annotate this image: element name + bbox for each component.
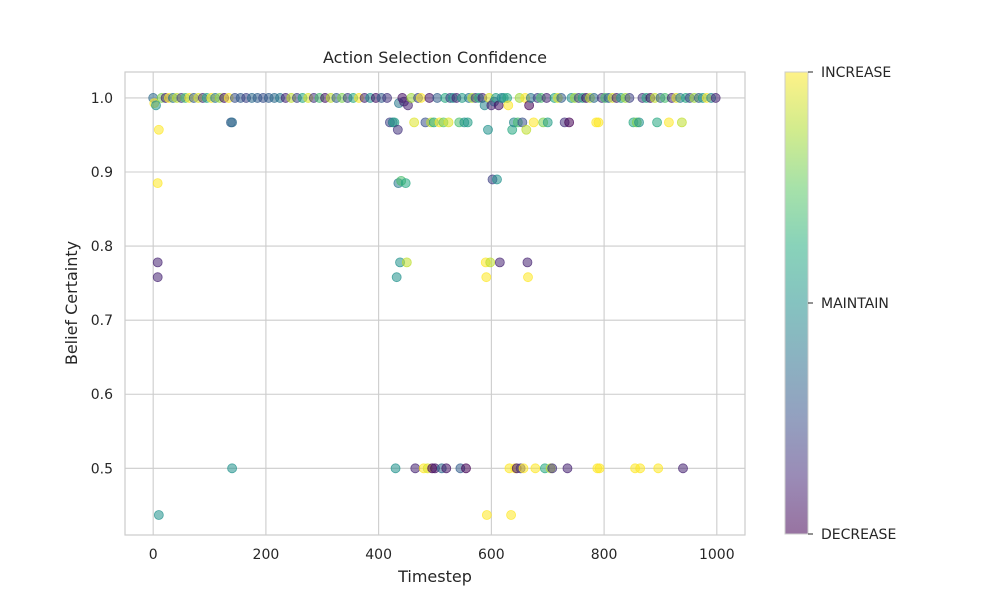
data-point — [634, 117, 644, 128]
data-point — [409, 117, 420, 128]
y-tick-label: 0.6 — [91, 387, 113, 403]
data-point — [518, 463, 529, 474]
data-point — [676, 117, 687, 128]
colorbar-tick-label: MAINTAIN — [821, 296, 889, 312]
grid-lines — [125, 72, 745, 535]
data-point — [461, 463, 471, 474]
colorbar-tick-label: INCREASE — [821, 65, 891, 81]
data-point — [522, 257, 533, 268]
x-tick-label: 800 — [591, 547, 618, 563]
data-point — [481, 272, 492, 283]
data-point — [664, 117, 674, 128]
data-point — [517, 117, 528, 128]
x-tick-label: 400 — [365, 547, 392, 563]
data-point — [410, 463, 421, 474]
data-point — [401, 257, 412, 268]
chart-title: Action Selection Confidence — [323, 48, 547, 67]
data-point — [382, 93, 392, 103]
data-point — [443, 117, 454, 128]
data-point — [152, 272, 163, 283]
x-tick-label: 600 — [478, 547, 505, 563]
data-point — [653, 463, 664, 474]
data-point — [593, 117, 604, 128]
y-tick-label: 1.0 — [91, 91, 113, 107]
x-tick-label: 0 — [149, 547, 158, 563]
data-point — [485, 257, 496, 268]
colorbar-ticks: DECREASE MAINTAIN INCREASE — [808, 65, 896, 543]
data-point — [528, 117, 539, 128]
plot-area — [125, 72, 745, 535]
data-point — [624, 93, 635, 103]
data-point — [153, 124, 164, 135]
data-point — [462, 117, 473, 128]
data-point — [503, 100, 514, 111]
data-point — [562, 463, 573, 474]
data-point — [153, 510, 164, 520]
data-point — [481, 510, 492, 520]
colorbar: DECREASE MAINTAIN INCREASE — [784, 65, 896, 543]
x-axis-title: Timestep — [397, 567, 472, 586]
data-point — [556, 93, 567, 103]
data-point — [530, 463, 541, 474]
data-point — [492, 174, 502, 185]
y-tick-label: 0.8 — [91, 239, 113, 255]
data-point — [441, 463, 452, 474]
data-point — [547, 463, 558, 474]
data-point — [390, 463, 401, 474]
data-point — [152, 257, 163, 268]
y-tick-label: 0.5 — [91, 461, 113, 477]
colorbar-tick-label: DECREASE — [821, 527, 896, 543]
data-point — [400, 178, 411, 189]
plot-frame — [124, 71, 746, 536]
data-point — [494, 257, 505, 268]
data-point — [483, 124, 493, 135]
data-point — [506, 510, 516, 520]
x-tick-label: 1000 — [699, 547, 735, 563]
y-axis-title: Belief Certainty — [62, 241, 81, 365]
data-point — [652, 117, 662, 128]
data-point — [416, 93, 426, 103]
tick-labels: 0 200 400 600 800 1000 0.5 0.6 0.7 0.8 0.9 1.0 — [91, 91, 735, 563]
data-point — [635, 463, 646, 474]
data-point — [391, 272, 402, 283]
data-point — [678, 463, 688, 474]
data-point — [227, 117, 237, 128]
data-point — [151, 100, 161, 111]
data-point — [564, 117, 575, 128]
colorbar-gradient — [785, 72, 808, 534]
y-tick-label: 0.9 — [91, 165, 113, 181]
y-tick-label: 0.7 — [91, 313, 113, 329]
data-points — [148, 93, 721, 520]
x-tick-label: 200 — [253, 547, 280, 563]
data-point — [594, 463, 605, 474]
data-point — [392, 124, 403, 135]
data-point — [523, 272, 533, 283]
data-point — [710, 93, 721, 103]
data-point — [152, 178, 163, 189]
data-point — [521, 124, 532, 135]
data-point — [227, 463, 237, 474]
data-point — [542, 117, 553, 128]
